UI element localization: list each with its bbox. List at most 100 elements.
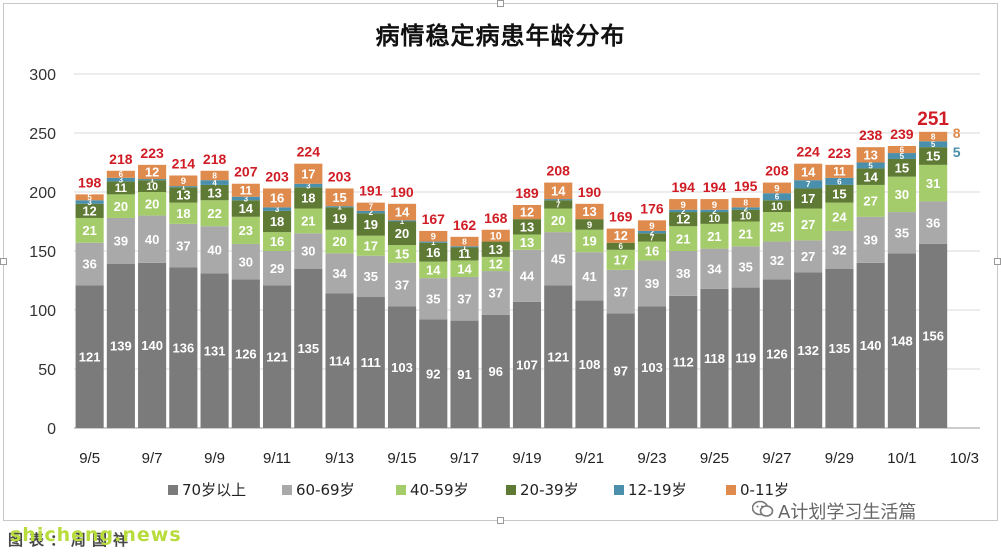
bar-segment [231,243,260,280]
bar-segment [356,210,385,214]
data-label: 4 [212,178,217,187]
bar-segment [138,215,167,263]
data-label: 103 [641,360,663,375]
data-label: 44 [520,268,535,283]
data-label: 27 [801,249,815,264]
x-tick-label: 9/23 [637,450,666,467]
total-label: 162 [453,217,477,233]
data-label: 3 [87,198,92,207]
data-label: 31 [926,176,940,191]
data-label: 29 [270,261,284,276]
data-label: 156 [922,329,944,344]
data-label: 10 [771,201,783,213]
data-label: 22 [207,206,221,221]
bar-segment [794,188,823,209]
total-label: 168 [484,210,508,226]
data-label: 20 [551,213,565,228]
y-tick-label: 200 [29,185,56,202]
data-label: 1 [337,203,342,212]
data-label: 2 [712,207,717,216]
bar-segment [825,184,854,203]
bar-segment [637,306,667,428]
data-label: 13 [582,204,596,219]
data-label: 34 [707,261,722,276]
bar-segment [762,241,791,280]
data-label: 13 [863,148,877,163]
data-label: 13 [489,242,503,257]
data-label: 13 [520,235,534,250]
watermark-brand: A计划学习生活篇 [778,502,917,523]
bar-segment [700,288,729,428]
data-label: 5 [87,193,92,202]
total-label: 208 [765,163,789,179]
data-label: 139 [110,339,132,354]
bar-segment [919,164,948,202]
bar-segment [731,207,760,210]
data-label: 10 [490,230,502,242]
bar-segment [419,278,448,320]
bar-segment [575,229,604,253]
bar-segment [169,223,198,268]
bar-segment [106,194,135,218]
data-label: 19 [582,234,596,249]
data-label: 38 [676,266,690,281]
data-label: 6 [618,242,623,251]
x-tick-label: 9/9 [204,450,225,467]
legend-label: 0-11岁 [740,481,789,499]
data-label: 14 [551,184,566,199]
bar-segment [450,320,479,428]
bar-segment [450,276,479,321]
bar-segment [263,207,292,211]
data-label: 30 [239,254,253,269]
bar-segment [731,221,760,247]
data-label: 12 [83,203,97,218]
bar-segment [919,131,948,142]
data-label: 17 [801,191,815,206]
x-tick-label: 9/29 [825,450,854,467]
bar-segment [356,255,385,298]
total-label: 195 [734,178,758,194]
data-label: 5 [868,161,873,170]
data-label: 126 [766,346,788,361]
bar-segment [762,279,791,428]
data-label: 30 [301,244,315,259]
data-label: 1 [462,243,467,252]
data-label: 14 [426,263,441,278]
bar-segment [200,180,229,185]
data-label: 10 [146,181,158,193]
bar-segment [544,182,573,200]
bar-segment [669,212,698,227]
bar-segment [575,203,604,220]
data-label: 91 [457,367,471,382]
resize-handle-bottom[interactable] [497,517,504,524]
data-label: 119 [735,350,756,365]
x-tick-label: 9/13 [325,450,354,467]
data-label: 7 [369,203,374,212]
bar-segment [75,217,104,243]
data-label: 9 [431,232,436,243]
bar-segment [200,200,229,227]
bar-segment [637,233,667,242]
bar-segment [512,249,542,302]
resize-handle-left[interactable] [0,258,7,265]
bar-segment [637,230,667,234]
data-label: 45 [551,251,565,266]
data-label: 9 [774,183,779,194]
y-tick-label: 300 [29,67,56,84]
bar-segment [450,247,479,261]
data-label: 37 [489,286,503,301]
resize-handle-top[interactable] [497,0,504,7]
bar-segment [106,217,135,264]
total-label: 214 [172,155,196,171]
bar-segment [263,285,292,428]
data-label: 21 [707,229,721,244]
bar-segment [544,208,573,233]
bar-segment [75,200,104,204]
total-label: 224 [796,144,820,160]
bar-segment [263,251,292,286]
bar-segment [794,240,823,273]
data-label: 36 [82,257,96,272]
bar-segment [762,200,791,213]
data-label: 126 [235,346,257,361]
bar-segment [356,202,385,211]
